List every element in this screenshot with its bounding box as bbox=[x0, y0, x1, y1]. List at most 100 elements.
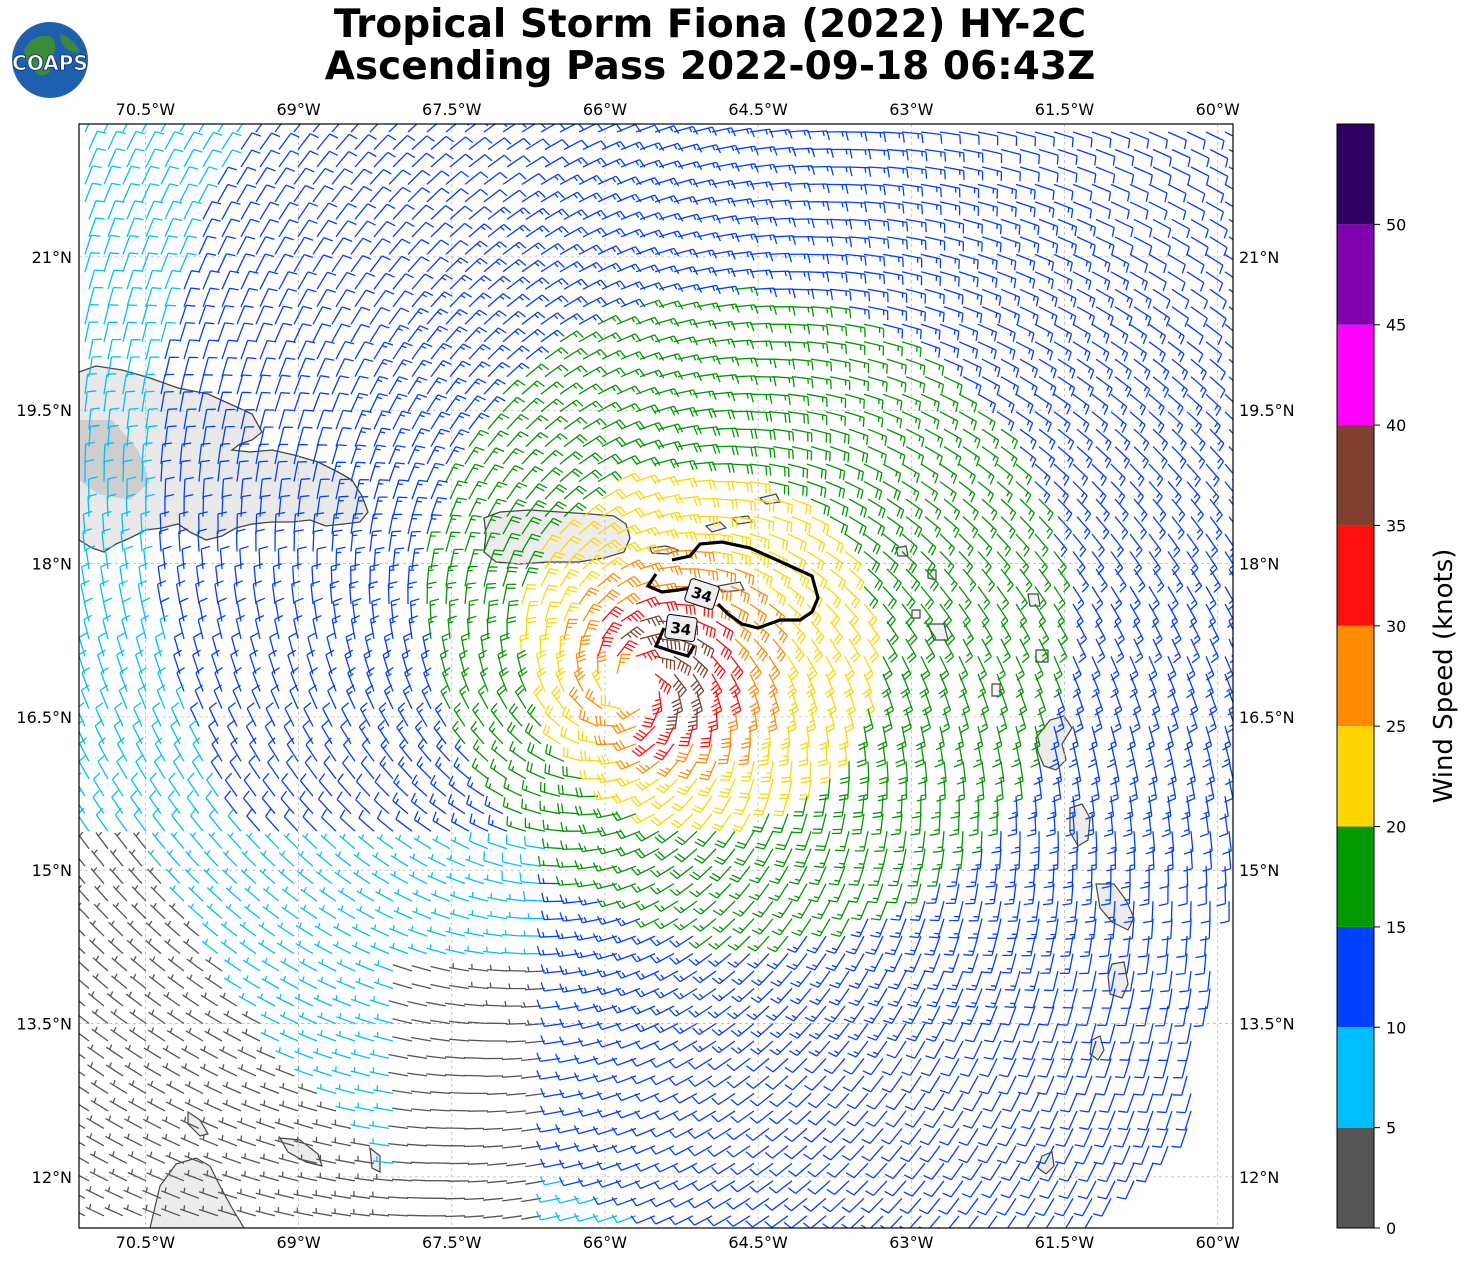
wind-barb bbox=[160, 235, 178, 255]
wind-barb bbox=[413, 811, 432, 832]
wind-barb bbox=[369, 1138, 390, 1147]
wind-barb bbox=[1000, 568, 1014, 593]
wind-barb bbox=[525, 1092, 546, 1097]
wind-barb bbox=[430, 983, 451, 990]
wind-barb bbox=[1171, 166, 1191, 185]
wind-barb bbox=[1148, 131, 1169, 149]
wind-barb bbox=[502, 465, 524, 482]
wind-barb bbox=[578, 537, 602, 552]
wind-barb bbox=[395, 810, 413, 832]
wind-barb bbox=[563, 296, 588, 308]
wind-barb bbox=[1186, 271, 1205, 292]
wind-barb bbox=[1003, 1023, 1021, 1043]
wind-barb bbox=[807, 1092, 831, 1109]
wind-barb bbox=[694, 830, 717, 847]
wind-barb bbox=[1000, 1180, 1021, 1199]
wind-barb bbox=[715, 638, 732, 661]
wind-barb bbox=[551, 685, 565, 710]
wind-barb bbox=[826, 935, 846, 955]
wind-barb bbox=[123, 1133, 143, 1147]
wind-barb bbox=[331, 461, 347, 482]
wind-barb bbox=[298, 1029, 318, 1042]
wind-barb bbox=[540, 312, 565, 325]
wind-barb bbox=[350, 1191, 371, 1199]
wind-barb bbox=[805, 953, 827, 971]
wind-barb bbox=[1038, 446, 1056, 468]
wind-barb bbox=[317, 958, 337, 972]
wind-barb bbox=[843, 673, 854, 699]
wind-barb bbox=[635, 760, 660, 774]
wind-barb bbox=[331, 323, 351, 343]
wind-barb bbox=[1058, 1180, 1078, 1200]
wind-barb bbox=[126, 130, 146, 150]
wind-barb bbox=[896, 726, 907, 751]
wind-barb bbox=[227, 832, 242, 850]
wind-barb bbox=[383, 632, 394, 657]
wind-barb bbox=[313, 994, 333, 1007]
wind-barb bbox=[691, 1180, 717, 1192]
wind-barb bbox=[527, 742, 546, 762]
wind-barb bbox=[245, 832, 261, 850]
wind-barb bbox=[886, 1023, 907, 1042]
wind-barb bbox=[411, 342, 433, 360]
wind-barb bbox=[1161, 918, 1173, 941]
wind-barb bbox=[293, 529, 304, 552]
wind-barb bbox=[971, 831, 983, 854]
wind-barb bbox=[317, 1012, 337, 1025]
wind-barb bbox=[202, 356, 218, 377]
wind-barb bbox=[449, 205, 473, 220]
wind-barb bbox=[1076, 638, 1087, 664]
wind-barb bbox=[1065, 813, 1075, 837]
wind-barb bbox=[848, 288, 871, 302]
wind-barb bbox=[1072, 253, 1092, 273]
wind-barb bbox=[506, 1162, 527, 1167]
wind-barb bbox=[977, 1215, 998, 1228]
wind-barb bbox=[711, 655, 726, 680]
wind-barb bbox=[431, 890, 451, 902]
wind-barb bbox=[984, 1023, 1002, 1043]
lat-tick-label-left: 12°N bbox=[32, 1168, 72, 1187]
wind-barb bbox=[1072, 533, 1087, 558]
wind-barb bbox=[634, 900, 660, 911]
wind-barb bbox=[863, 183, 886, 196]
wind-barb bbox=[656, 726, 675, 745]
wind-barb bbox=[293, 1207, 314, 1217]
wind-barb bbox=[467, 1039, 489, 1042]
wind-barb bbox=[525, 138, 550, 151]
wind-barb bbox=[206, 903, 223, 920]
wind-barb bbox=[962, 218, 983, 234]
wind-barb bbox=[925, 1023, 945, 1042]
wind-barb bbox=[312, 167, 334, 185]
wind-barb bbox=[370, 942, 390, 955]
wind-barb bbox=[669, 935, 694, 948]
wind-barb bbox=[141, 390, 155, 412]
wind-barb bbox=[521, 259, 546, 273]
wind-barb bbox=[1076, 288, 1096, 308]
wind-barb bbox=[1171, 218, 1191, 239]
wind-barb bbox=[1186, 551, 1199, 576]
wind-barb bbox=[597, 589, 621, 605]
wind-barb bbox=[388, 238, 411, 255]
wind-barb bbox=[312, 444, 328, 465]
wind-barb bbox=[616, 592, 641, 605]
wind-barb bbox=[505, 1018, 527, 1025]
wind-barb bbox=[1034, 323, 1054, 343]
wind-barb bbox=[843, 1005, 865, 1024]
wind-barb bbox=[596, 650, 607, 674]
wind-barb bbox=[563, 602, 581, 622]
wind-barb bbox=[301, 833, 318, 850]
wind-barb bbox=[373, 1156, 394, 1164]
wind-barb bbox=[1034, 341, 1054, 361]
wind-barb bbox=[373, 1173, 394, 1182]
wind-barb bbox=[369, 324, 390, 343]
wind-barb bbox=[255, 391, 271, 412]
wind-barb bbox=[483, 874, 504, 885]
wind-barb bbox=[129, 1027, 147, 1042]
wind-barb bbox=[639, 229, 665, 239]
wind-barb bbox=[335, 409, 353, 430]
wind-barb bbox=[943, 428, 962, 449]
wind-barb bbox=[326, 632, 336, 657]
wind-barb bbox=[467, 1162, 489, 1165]
wind-barb bbox=[654, 673, 672, 695]
wind-barb bbox=[654, 582, 679, 594]
